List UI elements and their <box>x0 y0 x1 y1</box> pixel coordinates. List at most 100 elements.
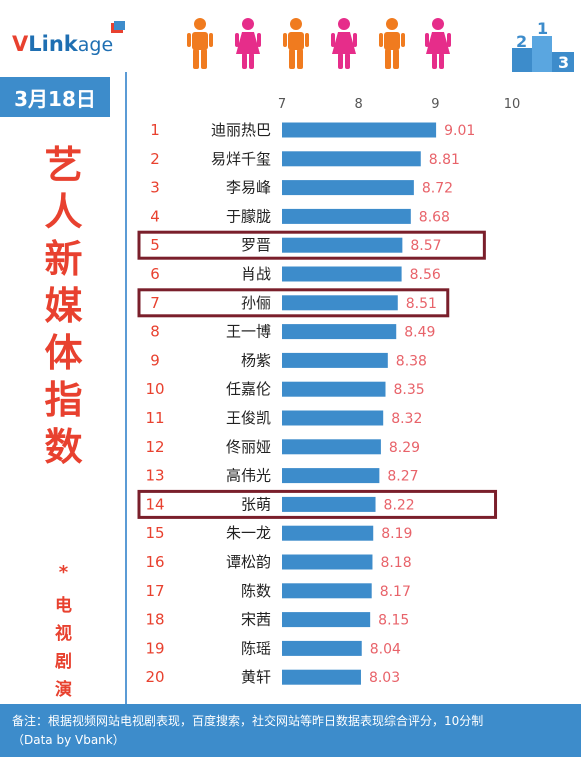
rank-label: 17 <box>145 582 164 600</box>
rank-label: 15 <box>145 524 164 542</box>
value-label: 8.19 <box>381 526 412 542</box>
rank-label: 6 <box>150 265 160 283</box>
male-person-icon <box>187 18 213 69</box>
artist-name-label: 肖战 <box>241 265 271 283</box>
highlight-box <box>137 230 486 260</box>
bar <box>282 669 361 685</box>
bar <box>282 381 386 397</box>
male-person-icon <box>379 18 405 69</box>
footer-note: 备注：根据视频网站电视剧表现，百度搜索，社交网站等昨日数据表现综合评分，10分制… <box>0 704 581 757</box>
bar <box>282 410 384 426</box>
female-person-icon <box>425 18 451 69</box>
bar <box>282 496 376 512</box>
value-label: 8.04 <box>370 641 401 657</box>
artist-name-label: 迪丽热巴 <box>211 121 271 139</box>
subtitle-char: 演 <box>55 680 72 700</box>
rank-label: 11 <box>145 409 164 427</box>
logo-link: Link <box>28 32 78 56</box>
artist-name-label: 朱一龙 <box>226 524 271 542</box>
subtitle-char: 视 <box>55 624 72 644</box>
footer-source: （Data by Vbank） <box>12 733 125 747</box>
value-label: 8.17 <box>380 584 411 600</box>
logo-mark-icon <box>111 21 125 33</box>
rank-label: 16 <box>145 553 164 571</box>
title-char: 体 <box>44 331 83 375</box>
value-label: 8.29 <box>389 440 420 456</box>
value-label: 8.27 <box>387 469 418 485</box>
value-label: 8.15 <box>378 613 409 629</box>
artist-name-label: 张萌 <box>241 495 271 513</box>
artist-name-label: 佟丽娅 <box>226 438 271 456</box>
value-label: 8.49 <box>404 325 435 341</box>
header: V Link age <box>0 0 581 72</box>
highlight-box <box>137 489 498 519</box>
value-label: 8.57 <box>410 238 441 254</box>
rank-label: 3 <box>150 179 160 197</box>
artist-name-label: 宋茜 <box>241 611 271 629</box>
bar <box>282 583 372 599</box>
bar <box>282 525 374 541</box>
value-label: 8.38 <box>396 353 427 369</box>
page-title: 艺 人 新 媒 体 指 数 <box>0 142 127 471</box>
bar <box>282 439 381 455</box>
rank-label: 1 <box>150 121 160 139</box>
bar <box>282 237 403 253</box>
title-char: 人 <box>44 190 83 234</box>
rank-label: 7 <box>150 294 160 312</box>
date-badge: 3月18日 <box>0 77 110 117</box>
asterisk-mark: * <box>58 562 69 583</box>
title-char: 媒 <box>44 284 83 328</box>
value-label: 8.72 <box>422 181 453 197</box>
rank-label: 14 <box>145 495 164 513</box>
value-label: 9.01 <box>444 123 475 139</box>
svg-text:3: 3 <box>558 53 569 72</box>
artist-name-label: 陈数 <box>241 582 271 600</box>
value-label: 8.68 <box>419 209 450 225</box>
artist-name-label: 任嘉伦 <box>226 380 271 398</box>
title-char: 新 <box>44 237 83 281</box>
vlinkage-logo: V Link age <box>12 21 125 58</box>
bar <box>282 352 388 368</box>
value-label: 8.03 <box>369 670 400 686</box>
rank-label: 2 <box>150 150 160 168</box>
title-char: 数 <box>44 425 83 469</box>
bar <box>282 612 371 628</box>
x-tick-label: 8 <box>355 97 363 112</box>
artist-name-label: 罗晋 <box>241 236 271 254</box>
subtitle-char: 电 <box>55 596 72 616</box>
people-figures <box>187 18 451 69</box>
rank-label: 19 <box>145 639 164 657</box>
bar <box>282 640 362 656</box>
title-char: 指 <box>44 378 83 422</box>
artist-name-label: 易烊千玺 <box>211 150 271 168</box>
value-label: 8.51 <box>406 296 437 312</box>
svg-text:2: 2 <box>516 32 527 51</box>
bar <box>282 554 373 570</box>
title-char: 艺 <box>44 143 83 187</box>
bar <box>282 208 411 224</box>
rank-label: 18 <box>145 611 164 629</box>
artist-name-label: 谭松韵 <box>226 553 271 571</box>
rank-label: 8 <box>150 323 160 341</box>
bar <box>282 266 402 282</box>
value-label: 8.35 <box>394 382 425 398</box>
value-label: 8.18 <box>380 555 411 571</box>
value-label: 8.32 <box>391 411 422 427</box>
rank-label: 5 <box>150 236 160 254</box>
male-person-icon <box>283 18 309 69</box>
left-panel: 3月18日 艺 人 新 媒 体 指 数 * 电 视 剧 演 员 <box>0 72 127 728</box>
x-tick-label: 10 <box>504 97 521 112</box>
rank-label: 12 <box>145 438 164 456</box>
footer-note-text: 备注：根据视频网站电视剧表现，百度搜索，社交网站等昨日数据表现综合评分，10分制 <box>12 714 484 728</box>
subtitle-char: 剧 <box>55 652 72 672</box>
rank-label: 9 <box>150 351 160 369</box>
value-label: 8.22 <box>384 497 415 513</box>
artist-name-label: 杨紫 <box>241 351 271 369</box>
bar <box>282 468 380 484</box>
highlight-box <box>137 288 450 318</box>
value-label: 8.56 <box>410 267 441 283</box>
bar-chart: 7 8 9 10 1 迪丽热巴 9.01 2 易烊千玺 8.81 3 李易峰 8.72 4 于朦胧 8.68 5… <box>137 97 521 686</box>
value-label: 8.81 <box>429 152 460 168</box>
bar <box>282 180 414 196</box>
female-person-icon <box>331 18 357 69</box>
